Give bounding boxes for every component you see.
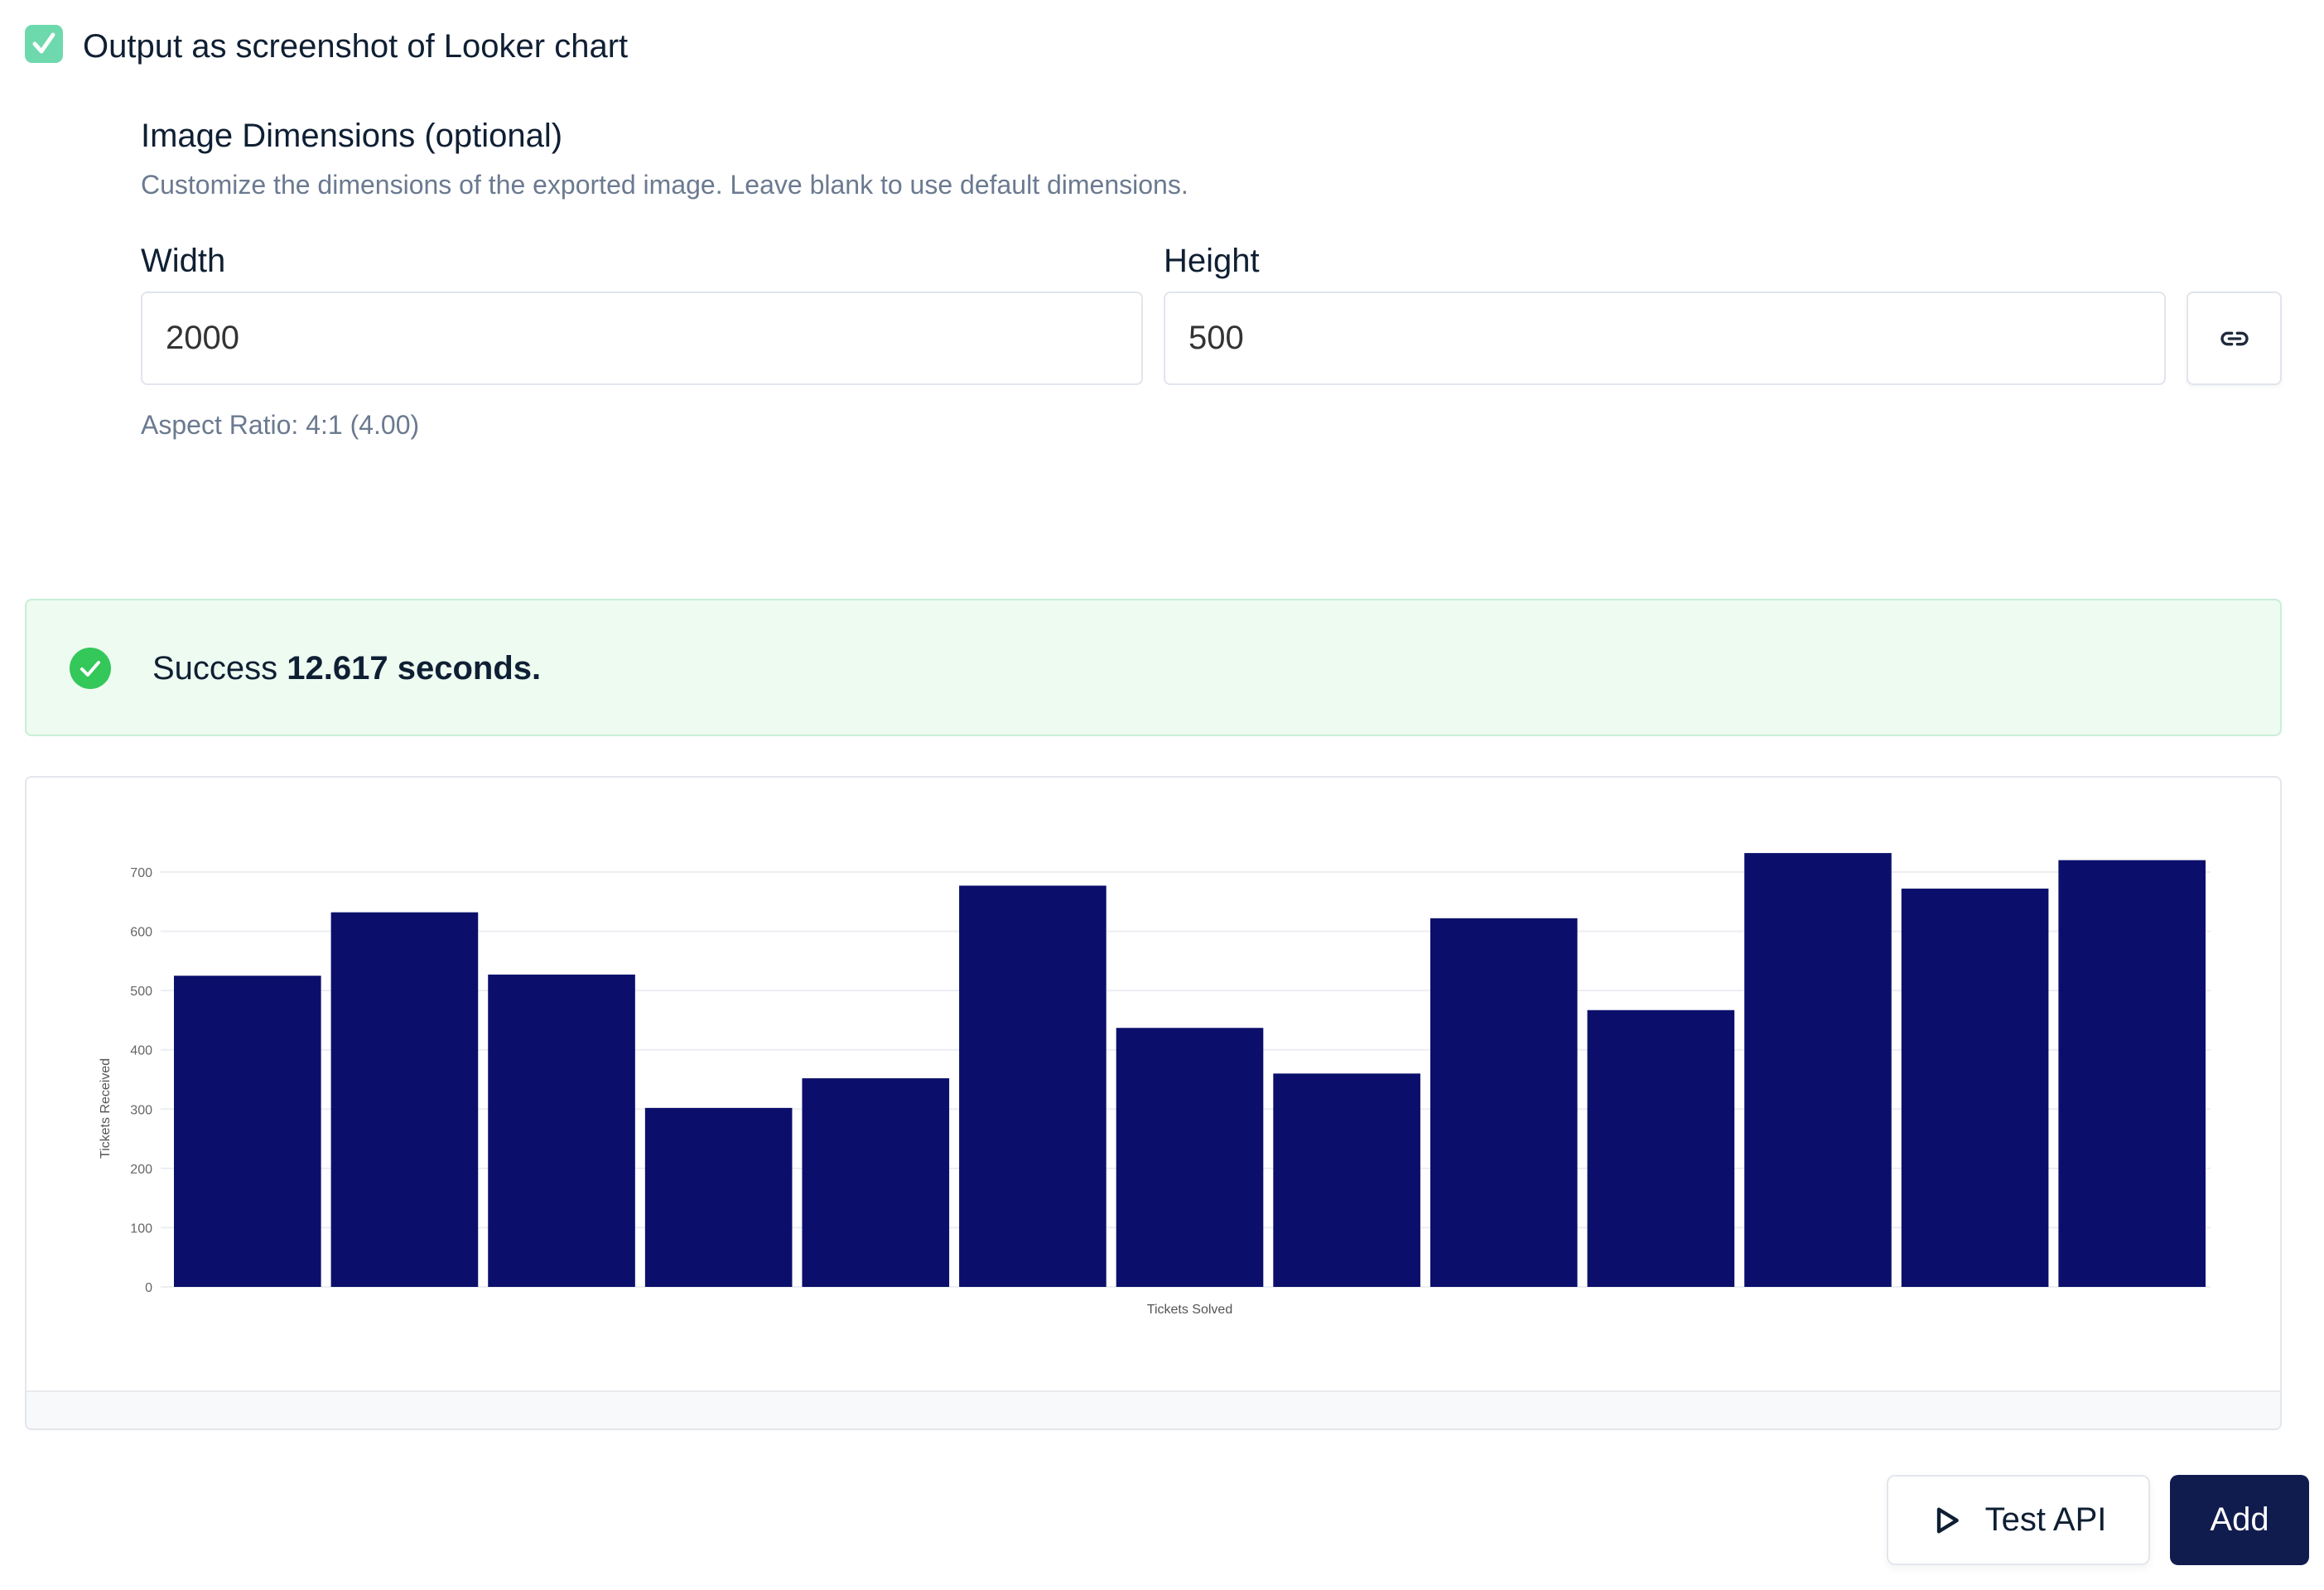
bar	[2058, 860, 2206, 1287]
bar	[1587, 1009, 1735, 1287]
section-description: Customize the dimensions of the exported…	[141, 170, 1189, 200]
y-tick-label: 300	[130, 1103, 152, 1117]
link-icon	[2220, 331, 2249, 345]
width-input[interactable]	[141, 292, 1143, 385]
y-tick-label: 700	[130, 866, 152, 880]
bar	[1430, 918, 1578, 1287]
bar	[174, 976, 321, 1287]
status-duration: 12.617 seconds.	[287, 650, 542, 687]
y-tick-label: 400	[130, 1044, 152, 1058]
lock-aspect-ratio-button[interactable]	[2187, 292, 2282, 385]
bar	[1273, 1073, 1420, 1287]
height-label: Height	[1164, 243, 1260, 279]
check-circle-icon	[70, 648, 111, 689]
bar	[488, 974, 635, 1287]
bar-chart: 0 100 200 300 400 500 600 700 Tickets Solved Tick…	[99, 853, 2211, 1317]
y-axis-label: Tickets Received	[99, 1058, 113, 1159]
bar	[1116, 1028, 1264, 1287]
chart-preview-card: 0 100 200 300 400 500 600 700 Tickets Solved Tick…	[25, 776, 2282, 1430]
height-input[interactable]	[1164, 292, 2166, 385]
y-tick-label: 200	[130, 1163, 152, 1177]
output-screenshot-checkbox[interactable]	[25, 25, 63, 63]
x-axis-label: Tickets Solved	[1147, 1303, 1232, 1317]
add-button[interactable]: Add	[2170, 1475, 2309, 1565]
bar	[1744, 853, 1892, 1287]
status-text: Success	[152, 650, 278, 687]
check-icon	[32, 32, 55, 54]
card-footer	[27, 1390, 2280, 1429]
y-tick-label: 100	[130, 1221, 152, 1236]
play-icon	[1936, 1507, 1959, 1533]
bar	[1901, 889, 2049, 1287]
y-tick-label: 500	[130, 985, 152, 999]
test-api-label: Test API	[1984, 1501, 2107, 1538]
checkbox-label: Output as screenshot of Looker chart	[83, 28, 629, 65]
bar	[330, 912, 479, 1287]
bar	[644, 1107, 793, 1287]
width-label: Width	[141, 243, 226, 279]
bar	[959, 885, 1107, 1287]
y-tick-label: 600	[130, 926, 152, 940]
aspect-ratio-text: Aspect Ratio: 4:1 (4.00)	[141, 410, 420, 440]
section-title: Image Dimensions (optional)	[141, 118, 563, 154]
test-api-button[interactable]: Test API	[1887, 1475, 2150, 1565]
bar	[802, 1078, 950, 1287]
success-alert: Success 12.617 seconds.	[25, 599, 2282, 736]
y-tick-label: 0	[145, 1281, 152, 1295]
